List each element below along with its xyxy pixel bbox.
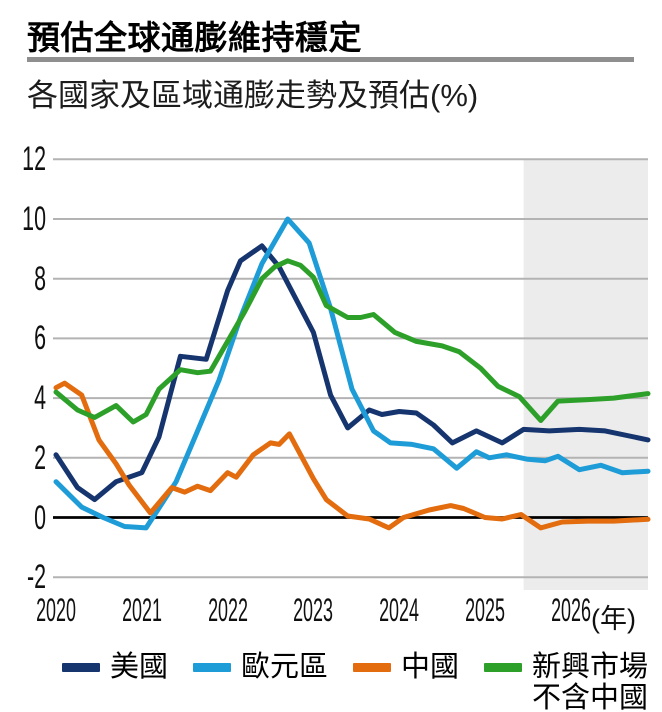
legend-swatch-china-icon: [353, 663, 392, 672]
y-tick-label: 12: [22, 140, 46, 179]
y-tick-label: 2: [34, 438, 46, 477]
x-tick-label: 2025: [465, 592, 505, 628]
y-tick-label: 0: [34, 498, 46, 537]
legend-swatch-em-ex-china-icon: [484, 663, 523, 672]
legend-label: 中國: [401, 651, 460, 683]
x-tick-label: 2022: [207, 592, 248, 628]
inflation-line-chart: [53, 158, 651, 591]
legend-label: 新興市場 不含中國: [532, 651, 649, 712]
x-tick-label: 2024: [379, 592, 420, 628]
legend-item-eurozone: 歐元區: [193, 652, 328, 683]
series-line-em-ex-china: [53, 258, 651, 425]
legend: 美國 歐元區 中國 新興市場 不含中國: [62, 652, 648, 712]
legend-label: 美國: [110, 651, 169, 683]
series-line-china: [53, 380, 651, 531]
legend-swatch-us-icon: [62, 663, 100, 672]
x-tick-label: 2023: [293, 592, 334, 628]
legend-item-em-ex-china: 新興市場 不含中國: [484, 652, 648, 712]
legend-item-china: 中國: [353, 652, 459, 683]
y-tick-label: -2: [26, 558, 46, 597]
legend-item-us: 美國: [62, 652, 168, 683]
x-tick-label: 2020: [36, 592, 76, 628]
y-tick-label: 8: [34, 259, 46, 298]
legend-label: 歐元區: [241, 651, 329, 683]
series-line-us: [53, 243, 651, 503]
page-title: 預估全球通膨維持穩定: [27, 19, 362, 56]
y-tick-label: 10: [22, 200, 46, 238]
title-divider: [27, 57, 634, 62]
x-axis-unit-label: (年): [591, 604, 636, 634]
x-tick-label: 2026: [550, 592, 591, 628]
x-tick-label: 2021: [121, 592, 162, 628]
y-tick-label: 6: [34, 319, 46, 358]
chart-subtitle: 各國家及區域通膨走勢及預估(%): [27, 78, 479, 113]
legend-swatch-eurozone-icon: [193, 663, 232, 672]
y-tick-label: 4: [34, 379, 46, 418]
